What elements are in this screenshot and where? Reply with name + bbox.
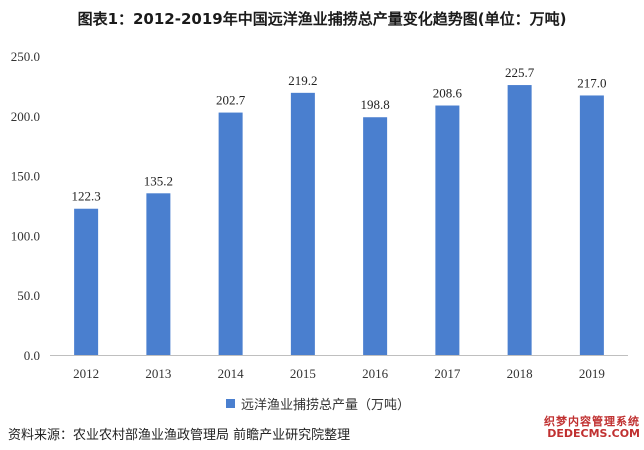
- bar: [579, 95, 604, 355]
- y-tick-label: 250.0: [11, 49, 40, 64]
- data-label: 208.6: [433, 86, 463, 101]
- source-note: 资料来源：农业农村部渔业渔政管理局 前瞻产业研究院整理: [8, 428, 351, 443]
- bar: [290, 92, 315, 356]
- x-tick-label: 2014: [218, 366, 245, 381]
- bar: [363, 117, 388, 355]
- bar: [507, 85, 532, 355]
- x-tick-label: 2016: [362, 366, 389, 381]
- data-label: 225.7: [505, 65, 535, 80]
- bar: [146, 193, 171, 355]
- legend-label: 远洋渔业捕捞总产量（万吨）: [241, 398, 411, 413]
- x-tick-label: 2013: [145, 366, 171, 381]
- y-tick-label: 150.0: [11, 169, 40, 184]
- y-tick-label: 50.0: [17, 288, 40, 303]
- x-tick-label: 2015: [290, 366, 316, 381]
- data-label: 122.3: [72, 189, 101, 204]
- site-watermark: 织梦内容管理系统 DEDECMS.COM: [544, 415, 640, 441]
- watermark-line-2: DEDECMS.COM: [547, 427, 640, 441]
- bar: [218, 112, 243, 355]
- data-label: 202.7: [216, 93, 246, 108]
- x-tick-label: 2012: [73, 366, 99, 381]
- x-tick-label: 2018: [507, 366, 533, 381]
- data-label: 135.2: [144, 173, 173, 188]
- watermark-line-1: 织梦内容管理系统: [544, 415, 640, 428]
- legend: 远洋渔业捕捞总产量（万吨）: [226, 394, 410, 413]
- y-tick-label: 0.0: [24, 348, 40, 363]
- y-tick-label: 100.0: [11, 228, 40, 243]
- data-label: 219.2: [288, 73, 317, 88]
- x-tick-label: 2017: [434, 366, 461, 381]
- x-tick-label: 2019: [579, 366, 605, 381]
- bar: [74, 208, 99, 355]
- data-label: 198.8: [361, 97, 390, 112]
- y-tick-label: 200.0: [11, 109, 40, 124]
- chart-title: 图表1：2012-2019年中国远洋渔业捕捞总产量变化趋势图(单位：万吨): [77, 10, 567, 28]
- legend-swatch: [226, 399, 235, 408]
- data-label: 217.0: [577, 75, 606, 90]
- bar: [435, 105, 460, 355]
